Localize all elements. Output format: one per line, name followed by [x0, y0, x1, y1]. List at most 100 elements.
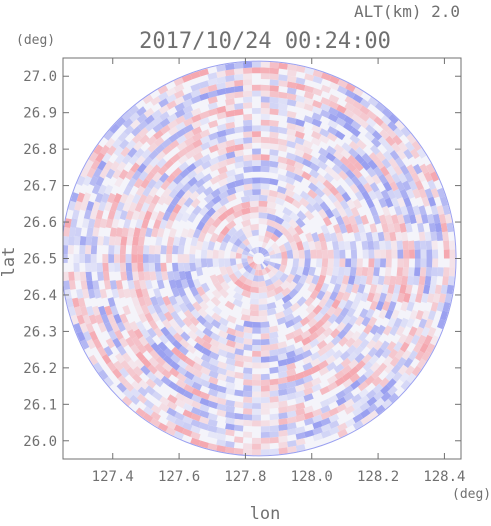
radar-cell — [207, 400, 218, 409]
radar-cell — [136, 162, 147, 174]
radar-cell — [296, 240, 305, 251]
radar-cell — [444, 293, 453, 304]
radar-cell — [119, 313, 129, 324]
radar-cell — [137, 262, 144, 272]
radar-cell — [367, 316, 378, 327]
radar-cell — [182, 403, 194, 413]
radar-cell — [360, 408, 371, 419]
radar-cell — [298, 274, 308, 285]
radar-cell — [399, 317, 409, 329]
radar-cell — [344, 299, 354, 310]
radar-cell — [442, 205, 451, 216]
radar-cell — [339, 199, 350, 210]
radar-cell — [233, 62, 244, 69]
radar-cell — [225, 151, 236, 160]
radar-cell — [188, 183, 199, 194]
radar-cell — [359, 401, 371, 412]
radar-cell — [113, 360, 124, 372]
radar-cell — [378, 197, 388, 208]
radar-cell — [89, 209, 98, 220]
radar-cell — [358, 175, 368, 186]
radar-cell — [413, 163, 423, 175]
radar-cell — [225, 110, 235, 118]
radar-cell — [161, 187, 172, 199]
radar-cell — [331, 171, 342, 182]
radar-cell — [225, 417, 235, 425]
radar-cell — [202, 327, 213, 338]
radar-cell — [248, 261, 255, 267]
radar-cell — [349, 183, 360, 194]
radar-cell — [240, 207, 251, 215]
radar-cell — [247, 258, 254, 262]
radar-cell — [92, 167, 103, 179]
radar-cell — [177, 352, 189, 363]
radar-cell — [153, 129, 164, 140]
radar-cell — [241, 283, 252, 293]
radar-cell — [260, 356, 270, 363]
radar-cell — [317, 353, 329, 363]
radar-cell — [174, 108, 186, 119]
radar-cell — [179, 338, 190, 349]
radar-cell — [442, 231, 449, 241]
radar-cell — [155, 356, 166, 367]
radar-cell — [389, 325, 399, 336]
radar-cell — [430, 205, 439, 216]
radar-cell — [243, 183, 253, 191]
radar-cell — [160, 262, 167, 272]
radar-cell — [260, 338, 270, 346]
radar-cell — [137, 254, 143, 263]
radar-cell — [207, 90, 218, 98]
radar-cell — [258, 292, 268, 299]
radar-cell — [251, 90, 261, 97]
radar-cell — [387, 121, 398, 132]
radar-cell — [343, 266, 351, 277]
radar-cell — [296, 210, 307, 221]
radar-cell — [436, 301, 445, 312]
radar-cell — [104, 305, 113, 316]
radar-cell — [449, 258, 456, 268]
radar-cell — [89, 330, 99, 342]
radar-cell — [322, 327, 334, 338]
radar-cell — [201, 160, 212, 170]
radar-cell — [341, 215, 351, 226]
radar-cell — [366, 167, 377, 178]
radar-cell — [94, 314, 104, 325]
radar-cell — [344, 207, 354, 218]
radar-cell — [366, 292, 375, 303]
radar-cell — [390, 309, 400, 320]
radar-cell — [305, 303, 316, 314]
radar-cell — [176, 366, 188, 376]
radar-cell — [345, 223, 354, 234]
radar-cell — [234, 389, 244, 397]
radar-cell — [367, 347, 378, 358]
radar-cell — [123, 185, 133, 196]
radar-cell — [269, 448, 279, 455]
radar-cell — [234, 354, 244, 362]
radar-cell — [158, 402, 170, 413]
radar-cell — [375, 300, 385, 311]
radar-cell — [150, 411, 161, 421]
radar-cell — [285, 344, 296, 353]
radar-cell — [137, 271, 145, 281]
radar-cell — [266, 283, 277, 293]
radar-cell — [198, 80, 210, 89]
radar-cell — [243, 332, 253, 340]
radar-cell — [409, 249, 415, 259]
radar-cell — [426, 258, 433, 268]
radar-cell — [159, 117, 171, 128]
radar-cell — [333, 143, 345, 154]
radar-cell — [266, 213, 277, 222]
radar-cell — [440, 222, 448, 233]
radar-cell — [410, 148, 420, 159]
radar-cell — [127, 359, 138, 370]
radar-cell — [408, 326, 418, 337]
radar-cell — [304, 73, 315, 82]
radar-cell — [130, 344, 140, 355]
radar-cell — [183, 197, 194, 208]
radar-cell — [195, 240, 204, 251]
radar-cell — [357, 381, 369, 392]
radar-cell — [286, 87, 297, 95]
radar-cell — [96, 262, 103, 272]
radar-cell — [328, 106, 339, 116]
radar-cell — [148, 254, 155, 263]
